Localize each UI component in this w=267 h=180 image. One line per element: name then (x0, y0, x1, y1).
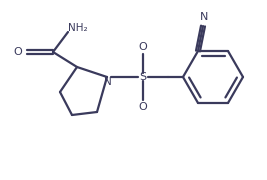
Text: S: S (139, 72, 147, 82)
Text: NH₂: NH₂ (68, 23, 88, 33)
Text: O: O (14, 47, 22, 57)
Text: N: N (200, 12, 208, 22)
Text: O: O (139, 42, 147, 52)
Text: N: N (104, 77, 112, 87)
Text: O: O (139, 102, 147, 112)
